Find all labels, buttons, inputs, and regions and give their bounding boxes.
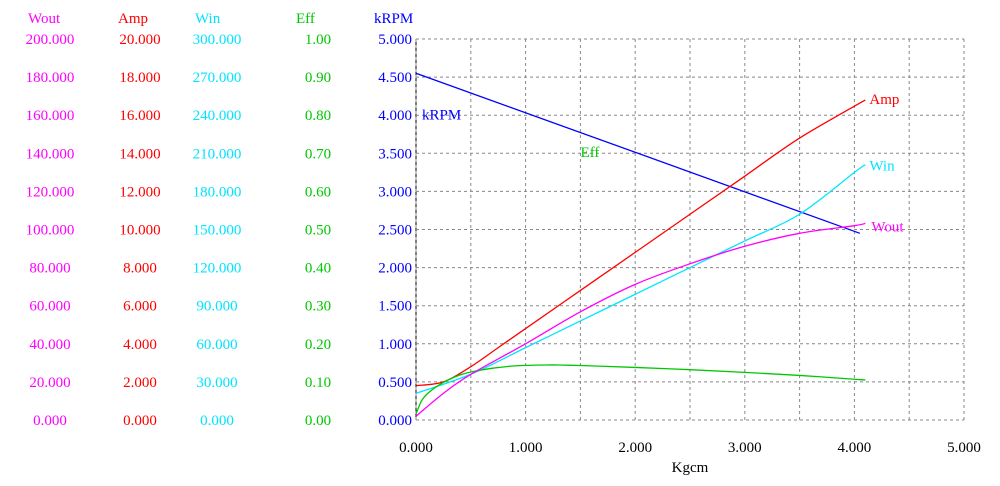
tick-label-eff: 0.00 [305,413,331,429]
tick-label-wout: 60.000 [29,299,70,315]
tick-label-wout: 140.000 [26,146,75,162]
axis-headers: Wout Amp Win Eff kRPM [28,11,413,27]
tick-label-krpm: 0.500 [378,375,412,391]
tick-label-wout: 100.000 [26,223,75,239]
series-line-krpm [415,72,861,234]
tick-label-win: 90.000 [196,299,237,315]
tick-label-eff: 0.90 [305,70,331,86]
tick-label-amp: 18.000 [119,70,160,86]
tick-label-krpm: 4.500 [378,70,412,86]
tick-label-krpm: 2.500 [378,223,412,239]
tick-label-wout: 80.000 [29,261,70,277]
series-line-amp [415,99,866,387]
tick-label-wout: 200.000 [26,32,75,48]
tick-label-win: 270.000 [193,70,242,86]
tick-label-wout: 20.000 [29,375,70,391]
tick-label-eff: 0.30 [305,299,331,315]
tick-label-win: 240.000 [193,108,242,124]
tick-label-krpm: 1.500 [378,299,412,315]
x-tick-label: 2.000 [618,440,652,456]
axis-header-amp: Amp [118,11,148,27]
x-axis-label: Kgcm [672,460,709,476]
series-label-eff: Eff [581,145,600,161]
tick-label-win: 30.000 [196,375,237,391]
tick-label-eff: 0.50 [305,223,331,239]
series-line-eff [415,364,866,415]
tick-label-amp: 12.000 [119,184,160,200]
tick-label-win: 180.000 [193,184,242,200]
tick-label-krpm: 0.000 [378,413,412,429]
x-tick-label: 0.000 [399,440,433,456]
series-label-win: Win [869,159,895,175]
series-lines [415,72,866,417]
tick-label-eff: 0.10 [305,375,331,391]
tick-label-amp: 16.000 [119,108,160,124]
tick-label-win: 60.000 [196,337,237,353]
tick-label-amp: 10.000 [119,223,160,239]
axis-header-win: Win [195,11,221,27]
tick-label-eff: 0.40 [305,261,331,277]
tick-label-eff: 0.80 [305,108,331,124]
tick-label-krpm: 5.000 [378,32,412,48]
tick-label-wout: 120.000 [26,184,75,200]
x-tick-label: 1.000 [509,440,543,456]
tick-label-amp: 4.000 [123,337,157,353]
tick-label-eff: 0.60 [305,184,331,200]
tick-label-krpm: 3.500 [378,146,412,162]
tick-label-krpm: 1.000 [378,337,412,353]
tick-label-amp: 6.000 [123,299,157,315]
tick-label-amp: 20.000 [119,32,160,48]
tick-label-win: 150.000 [193,223,242,239]
tick-label-amp: 14.000 [119,146,160,162]
x-tick-label: 5.000 [947,440,981,456]
axis-header-krpm: kRPM [374,11,413,27]
tick-label-krpm: 3.000 [378,184,412,200]
axis-header-eff: Eff [296,11,315,27]
tick-label-win: 210.000 [193,146,242,162]
series-line-win [415,164,866,394]
plot-grid [415,38,965,421]
tick-label-amp: 8.000 [123,261,157,277]
series-label-wout: Wout [871,219,904,235]
tick-label-wout: 0.000 [33,413,67,429]
tick-label-eff: 0.20 [305,337,331,353]
tick-label-eff: 0.70 [305,146,331,162]
tick-label-win: 120.000 [193,261,242,277]
series-labels: kRPM Amp Win Eff Wout [422,92,904,235]
tick-label-wout: 160.000 [26,108,75,124]
tick-label-krpm: 4.000 [378,108,412,124]
axis-tick-labels: 0.000 20.000 40.000 60.000 80.000 100.000 120.… [26,32,412,429]
x-axis-tick-labels: 0.000 1.000 2.000 3.000 4.000 5.000 [399,440,981,456]
tick-label-krpm: 2.000 [378,261,412,277]
tick-label-win: 300.000 [193,32,242,48]
tick-label-win: 0.000 [200,413,234,429]
axis-header-wout: Wout [28,11,61,27]
tick-label-eff: 1.00 [305,32,331,48]
series-line-wout [415,222,866,417]
tick-label-wout: 180.000 [26,70,75,86]
series-label-krpm: kRPM [422,107,461,123]
x-tick-label: 4.000 [838,440,872,456]
series-label-amp: Amp [869,92,899,108]
tick-label-amp: 2.000 [123,375,157,391]
tick-label-wout: 40.000 [29,337,70,353]
tick-label-amp: 0.000 [123,413,157,429]
x-tick-label: 3.000 [728,440,762,456]
